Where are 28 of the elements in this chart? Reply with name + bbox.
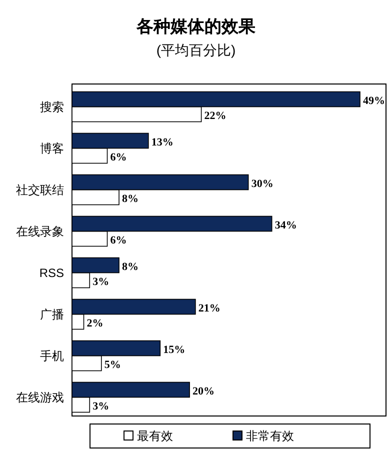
data-label: 30% <box>251 178 274 190</box>
y-tick-label: 在线录象 <box>16 224 64 238</box>
chart-subtitle: (平均百分比) <box>156 42 236 58</box>
data-label: 34% <box>274 219 297 232</box>
data-label: 2% <box>86 317 104 330</box>
y-tick-label: 在线游戏 <box>16 390 64 404</box>
data-label: 6% <box>110 151 127 164</box>
data-label: 21% <box>198 302 220 314</box>
data-label: 3% <box>92 276 110 288</box>
y-tick-label: 手机 <box>40 348 64 363</box>
data-label: 8% <box>122 192 139 205</box>
data-label: 20% <box>192 385 215 398</box>
data-label: 15% <box>163 344 186 356</box>
chart-title: 各种媒体的效果 <box>136 17 256 36</box>
legend-label: 非常有效 <box>246 429 294 443</box>
y-tick-label: 社交联结 <box>16 182 64 197</box>
legend-label: 最有效 <box>137 429 173 443</box>
data-label: 5% <box>104 358 121 371</box>
y-tick-label: 广播 <box>40 307 64 322</box>
y-tick-label: 搜索 <box>40 100 64 114</box>
data-label: 22% <box>204 110 226 122</box>
data-label: 13% <box>151 136 174 148</box>
data-label: 6% <box>110 234 127 246</box>
y-tick-label: 博客 <box>40 141 64 156</box>
data-label: 49% <box>363 94 385 107</box>
y-tick-label: RSS <box>39 266 64 280</box>
data-label: 3% <box>92 400 110 412</box>
data-label: 8% <box>122 260 139 273</box>
